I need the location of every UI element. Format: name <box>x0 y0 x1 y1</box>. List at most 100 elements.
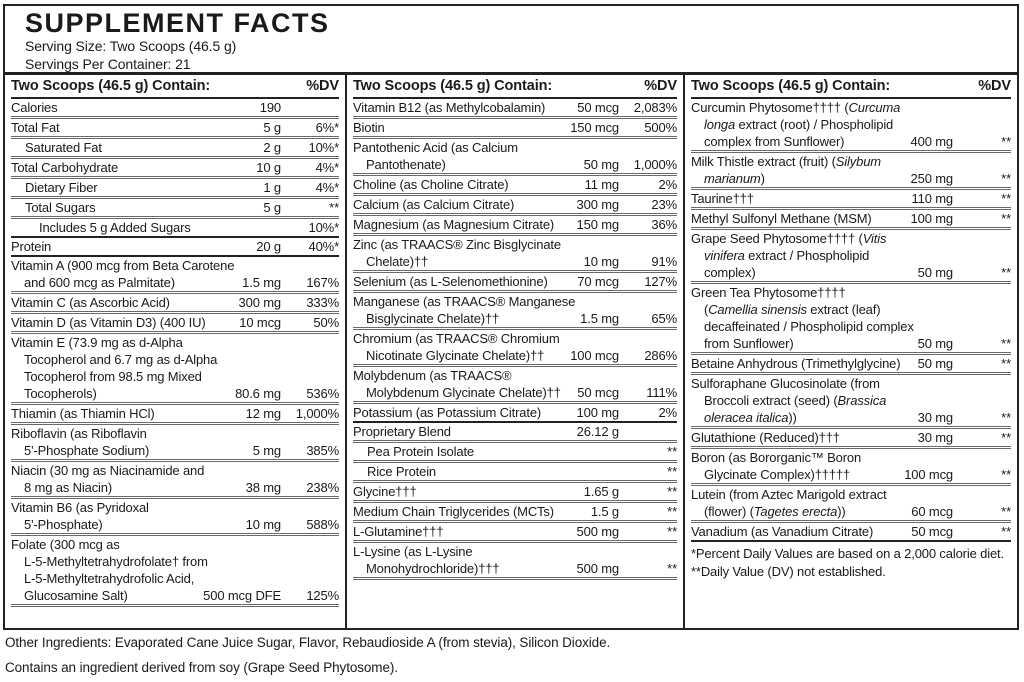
nutrient-dv: 91% <box>651 254 677 269</box>
table-row: Calories 190 <box>11 99 339 119</box>
nutrient-dv: 111% <box>646 385 677 400</box>
table-row: Green Tea Phytosome†††† (Camellia sinensi… <box>691 284 1011 355</box>
table-row: Taurine††† 110 mg ** <box>691 190 1011 210</box>
nutrient-name: Lutein (from Aztec Marigold extract (flow… <box>691 487 887 519</box>
footnote-line: **Daily Value (DV) not established. <box>691 564 886 579</box>
nutrient-name: Betaine Anhydrous (Trimethylglycine) <box>691 356 901 371</box>
nutrient-dv: 2% <box>658 177 678 192</box>
rows-container: Calories 190 Total Fat 5 g 6%* Saturated Fat 2… <box>11 99 339 607</box>
nutrient-dv: ** <box>1001 467 1011 482</box>
table-row: Vitamin D (as Vitamin D3) (400 IU) 10 mcg… <box>11 314 339 334</box>
nutrient-name: Vitamin B6 (as Pyridoxal 5'-Phosphate) <box>11 500 149 532</box>
label-box: SUPPLEMENT FACTS Serving Size: Two Scoop… <box>3 4 1019 630</box>
nutrient-dv: ** <box>1001 171 1011 186</box>
nutrient-name: Molybdenum (as TRAACS® Molybdenum Glycina… <box>353 368 561 400</box>
table-row: Total Sugars 5 g ** <box>11 199 339 219</box>
table-row: Thiamin (as Thiamin HCl) 12 mg 1,000% <box>11 405 339 425</box>
nutrient-name: Total Fat <box>11 120 60 135</box>
nutrient-dv: ** <box>667 504 677 519</box>
nutrient-dv: 10%* <box>308 140 340 155</box>
nutrient-dv: 588% <box>306 517 339 532</box>
nutrient-name: Thiamin (as Thiamin HCl) <box>11 406 155 421</box>
table-row: Vitamin B12 (as Methylcobalamin) 50 mcg 2,… <box>353 99 677 119</box>
nutrient-name: Calcium (as Calcium Citrate) <box>353 197 515 212</box>
nutrient-name: Total Carbohydrate <box>11 160 119 175</box>
nutrient-name: Glycine††† <box>353 484 417 499</box>
nutrient-name: Calories <box>11 100 58 115</box>
table-row: Medium Chain Triglycerides (MCTs) 1.5 g ** <box>353 503 677 523</box>
nutrient-name: Includes 5 g Added Sugars <box>39 220 191 235</box>
column-header-label: Two Scoops (46.5 g) Contain: <box>691 78 891 94</box>
nutrient-amount: 1.5 g <box>590 504 619 519</box>
nutrient-amount: 1.5 mg <box>242 275 281 290</box>
nutrient-name: Riboflavin (as Riboflavin 5'-Phosphate So… <box>11 426 150 458</box>
table-row: Choline (as Choline Citrate) 11 mg 2% <box>353 176 677 196</box>
nutrient-name: Potassium (as Potassium Citrate) <box>353 405 542 420</box>
table-row: Pantothenic Acid (as Calcium Pantothenate… <box>353 139 677 176</box>
nutrient-name: Chromium (as TRAACS® Chromium Nicotinate … <box>353 331 560 363</box>
nutrient-amount: 100 mcg <box>570 348 619 363</box>
column-header: Two Scoops (46.5 g) Contain: %DV <box>353 75 677 99</box>
nutrient-name: Folate (300 mcg as L-5-Methyltetrahydrofo… <box>11 537 208 603</box>
nutrient-amount: 50 mg <box>917 336 954 351</box>
nutrient-amount: 11 mg <box>584 177 620 192</box>
table-row: Lutein (from Aztec Marigold extract (flow… <box>691 486 1011 523</box>
nutrient-dv: 6%* <box>315 120 340 135</box>
nutrient-dv: 125% <box>306 588 339 603</box>
nutrient-amount: 300 mg <box>238 295 282 310</box>
nutrient-amount: 12 mg <box>245 406 282 421</box>
column-header-dv: %DV <box>306 78 339 94</box>
nutrient-dv: ** <box>667 484 677 499</box>
nutrient-dv: 23% <box>651 197 677 212</box>
nutrient-dv: ** <box>1001 191 1011 206</box>
table-row: Chromium (as TRAACS® Chromium Nicotinate … <box>353 330 677 367</box>
nutrient-dv: 4%* <box>315 160 340 175</box>
nutrient-name: Sulforaphane Glucosinolate (from Broccoli… <box>691 376 887 425</box>
table-row: Saturated Fat 2 g 10%* <box>11 139 339 159</box>
table-row: Includes 5 g Added Sugars 10%* <box>11 219 339 238</box>
nutrient-dv: 333% <box>306 295 339 310</box>
nutrient-name: Choline (as Choline Citrate) <box>353 177 509 192</box>
dv-footnotes: *Percent Daily Values are based on a 2,0… <box>691 542 1011 581</box>
table-row: Manganese (as TRAACS® Manganese Bisglycin… <box>353 293 677 330</box>
table-row: Niacin (30 mg as Niacinamide and 8 mg as … <box>11 462 339 499</box>
nutrient-amount: 50 mg <box>583 157 620 172</box>
column-header-dv: %DV <box>644 78 677 94</box>
nutrient-amount: 50 mcg <box>577 100 619 115</box>
nutrient-name: Zinc (as TRAACS® Zinc Bisglycinate Chelat… <box>353 237 561 269</box>
table-row: Vanadium (as Vanadium Citrate) 50 mcg ** <box>691 523 1011 542</box>
table-row: Total Carbohydrate 10 g 4%* <box>11 159 339 179</box>
label-header: SUPPLEMENT FACTS Serving Size: Two Scoop… <box>5 6 1017 73</box>
nutrient-dv: 286% <box>644 348 677 363</box>
servings-per-container: Servings Per Container: 21 <box>25 55 191 72</box>
column-header-dv: %DV <box>978 78 1011 94</box>
nutrient-name: Boron (as Bororganic™ Boron Glycinate Com… <box>691 450 862 482</box>
nutrient-dv: ** <box>1001 356 1011 371</box>
nutrient-amount: 50 mg <box>917 265 954 280</box>
nutrient-dv: ** <box>1001 211 1011 226</box>
table-row: Zinc (as TRAACS® Zinc Bisglycinate Chelat… <box>353 236 677 273</box>
nutrient-name: Saturated Fat <box>25 140 102 155</box>
nutrient-amount: 5 g <box>263 200 281 215</box>
nutrient-amount: 1.65 g <box>583 484 619 499</box>
nutrient-name: L-Lysine (as L-Lysine Monohydrochloride)†… <box>353 544 500 576</box>
table-row: Biotin 150 mcg 500% <box>353 119 677 139</box>
nutrient-amount: 5 g <box>263 120 281 135</box>
facts-column-3: Two Scoops (46.5 g) Contain: %DV Curcumi… <box>683 75 1017 628</box>
nutrient-name: Protein <box>11 239 52 254</box>
nutrient-name: Magnesium (as Magnesium Citrate) <box>353 217 555 232</box>
table-row: L-Lysine (as L-Lysine Monohydrochloride)†… <box>353 543 677 580</box>
nutrient-name: Vitamin A (900 mcg from Beta Carotene and… <box>11 258 235 290</box>
nutrient-amount: 30 mg <box>917 430 954 445</box>
nutrient-amount: 38 mg <box>245 480 282 495</box>
nutrient-amount: 20 g <box>256 239 281 254</box>
column-header-label: Two Scoops (46.5 g) Contain: <box>11 78 211 94</box>
rows-container: Curcumin Phytosome†††† (Curcuma longa ext… <box>691 99 1011 542</box>
facts-column-1: Two Scoops (46.5 g) Contain: %DV Calorie… <box>5 75 345 628</box>
nutrient-amount: 50 mcg <box>577 385 619 400</box>
table-row: Grape Seed Phytosome†††† (Vitis vinifera … <box>691 230 1011 284</box>
nutrient-amount: 500 mcg DFE <box>203 588 281 603</box>
table-row: Potassium (as Potassium Citrate) 100 mg 2% <box>353 404 677 423</box>
nutrient-name: Curcumin Phytosome†††† (Curcuma longa ext… <box>691 100 901 149</box>
nutrient-name: Green Tea Phytosome†††† (Camellia sinensi… <box>691 285 914 351</box>
